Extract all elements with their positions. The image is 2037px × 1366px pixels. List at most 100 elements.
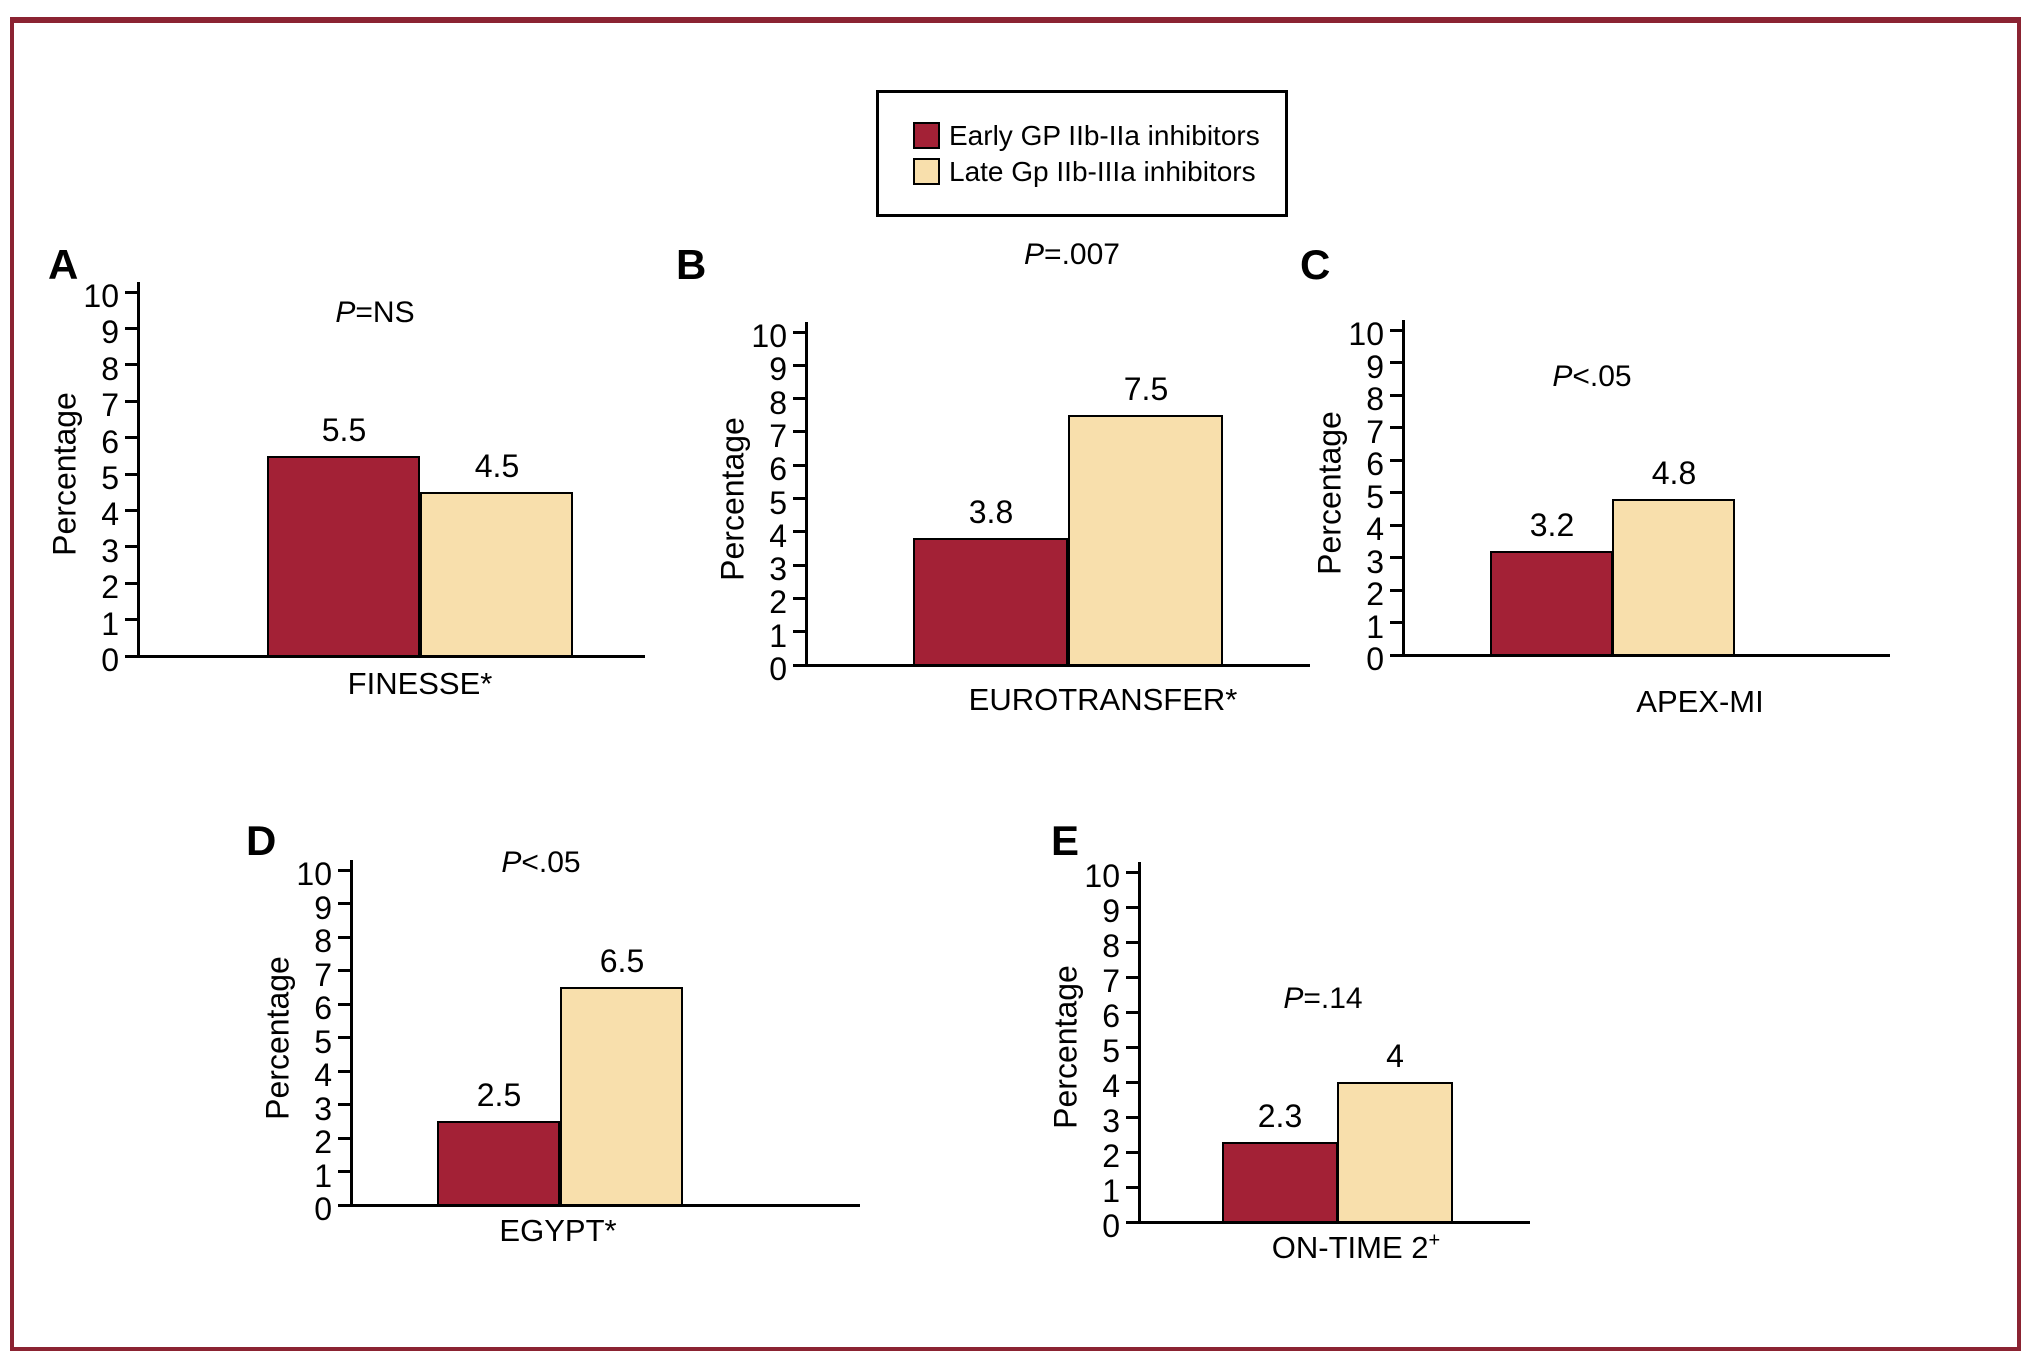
x-axis-label-E: ON-TIME 2+ <box>1271 1229 1441 1265</box>
bar-late-E <box>1337 1082 1453 1222</box>
y-axis-tick <box>1126 1046 1138 1049</box>
bar-early-E <box>1222 1142 1338 1223</box>
y-axis-tick-label: 5 <box>314 1024 332 1060</box>
y-axis-tick <box>1126 976 1138 979</box>
p-value-label: P=NS <box>335 296 415 329</box>
y-axis-tick-label: 9 <box>1102 893 1120 929</box>
y-axis-tick-label: 2 <box>314 1124 332 1160</box>
panel-letter-E: E <box>1051 817 1080 864</box>
bar-early-C <box>1490 551 1613 655</box>
y-axis-tick-label: 3 <box>1366 544 1384 580</box>
y-axis-tick-label: 7 <box>101 387 119 423</box>
legend-item-early: Early GP IIb-IIa inhibitors <box>913 120 1285 151</box>
y-axis-tick <box>793 397 805 400</box>
bar-value-label: 4.8 <box>1651 455 1697 491</box>
y-axis-tick-label: 0 <box>101 642 119 678</box>
y-axis-tick <box>338 1036 350 1039</box>
y-axis-tick-label: 10 <box>1084 858 1120 894</box>
bar-value-label: 7.5 <box>1123 371 1169 407</box>
y-axis-tick-label: 9 <box>769 351 787 387</box>
bar-value-label: 5.5 <box>321 412 367 448</box>
y-axis-tick-label: 8 <box>101 351 119 387</box>
y-axis-tick-label: 1 <box>314 1158 332 1194</box>
y-axis-tick-label: 2 <box>769 584 787 620</box>
y-axis-tick-label: 3 <box>769 551 787 587</box>
early-gp-swatch-icon <box>913 122 940 149</box>
bar-early-A <box>267 456 420 656</box>
x-axis-label-C: APEX-MI <box>1636 684 1764 719</box>
panel-letter-A: A <box>48 241 79 288</box>
y-axis-tick <box>125 327 137 330</box>
y-axis-tick <box>793 564 805 567</box>
y-axis-tick <box>1390 491 1402 494</box>
y-axis-tick <box>1390 556 1402 559</box>
y-axis-tick-label: 5 <box>101 460 119 496</box>
y-axis-tick-label: 10 <box>751 318 787 354</box>
y-axis-tick <box>1390 524 1402 527</box>
x-axis-line <box>805 664 1310 667</box>
y-axis-tick-label: 1 <box>1366 609 1384 645</box>
bar-late-B <box>1068 415 1223 665</box>
y-axis-tick-label: 9 <box>1366 349 1384 385</box>
y-axis-tick <box>338 1103 350 1106</box>
legend-label-late: Late Gp IIb-IIIa inhibitors <box>949 155 1256 187</box>
p-value-label: P<.05 <box>501 846 581 879</box>
y-axis-tick <box>1126 1151 1138 1154</box>
bar-value-label: 2.5 <box>476 1077 522 1113</box>
legend-item-late: Late Gp IIb-IIIa inhibitors <box>913 155 1285 187</box>
y-axis-tick <box>125 618 137 621</box>
y-axis-tick <box>125 436 137 439</box>
y-axis-tick <box>793 630 805 633</box>
y-axis-tick-label: 3 <box>314 1091 332 1127</box>
y-axis-tick <box>338 936 350 939</box>
figure-frame <box>10 17 2021 1351</box>
y-axis-tick-label: 7 <box>1102 963 1120 999</box>
legend: Early GP IIb-IIa inhibitors Late Gp IIb-… <box>876 90 1288 217</box>
y-axis-tick <box>338 1003 350 1006</box>
y-axis-tick-label: 2 <box>1102 1138 1120 1174</box>
y-axis-tick <box>1126 906 1138 909</box>
y-axis-tick <box>125 655 137 658</box>
y-axis-tick <box>1126 1011 1138 1014</box>
y-axis-tick-label: 6 <box>769 451 787 487</box>
y-axis-tick-label: 6 <box>1366 446 1384 482</box>
y-axis-tick <box>338 1137 350 1140</box>
bar-early-D <box>437 1121 560 1205</box>
y-axis-tick <box>125 473 137 476</box>
y-axis-tick-label: 8 <box>1102 928 1120 964</box>
p-value-label: P=.14 <box>1283 982 1363 1015</box>
x-axis-label-B: EUROTRANSFER* <box>968 682 1238 717</box>
y-axis-tick-label: 2 <box>1366 576 1384 612</box>
y-axis-tick-label: 5 <box>1366 479 1384 515</box>
y-axis-tick-label: 0 <box>1366 641 1384 677</box>
y-axis-line <box>1138 862 1141 1223</box>
y-axis-tick-label: 8 <box>769 385 787 421</box>
bar-value-label: 4 <box>1386 1038 1404 1074</box>
x-axis-line <box>1402 654 1890 657</box>
y-axis-tick <box>793 331 805 334</box>
y-axis-tick <box>793 430 805 433</box>
y-axis-tick <box>338 1070 350 1073</box>
y-axis-tick-label: 6 <box>314 990 332 1026</box>
y-axis-tick-label: 9 <box>101 314 119 350</box>
x-axis-line <box>1138 1221 1530 1224</box>
y-axis-tick-label: 0 <box>314 1191 332 1227</box>
y-axis-tick <box>793 597 805 600</box>
y-axis-tick-label: 0 <box>769 651 787 687</box>
x-axis-label-A: FINESSE* <box>347 666 493 701</box>
p-value-label: P<.05 <box>1552 360 1632 393</box>
bar-early-B <box>913 538 1068 665</box>
y-axis-tick <box>1390 459 1402 462</box>
x-axis-label-D: EGYPT* <box>499 1213 617 1248</box>
p-value-label: P=.007 <box>1024 238 1120 271</box>
y-axis-tick-label: 8 <box>314 923 332 959</box>
y-axis-tick-label: 5 <box>1102 1033 1120 1069</box>
y-axis-tick <box>1126 871 1138 874</box>
bar-value-label: 3.8 <box>968 494 1014 530</box>
y-axis-tick-label: 8 <box>1366 381 1384 417</box>
y-axis-tick <box>1390 426 1402 429</box>
y-axis-tick-label: 7 <box>1366 414 1384 450</box>
y-axis-tick <box>1390 361 1402 364</box>
y-axis-tick-label: 4 <box>314 1057 332 1093</box>
y-axis-tick <box>1126 1116 1138 1119</box>
